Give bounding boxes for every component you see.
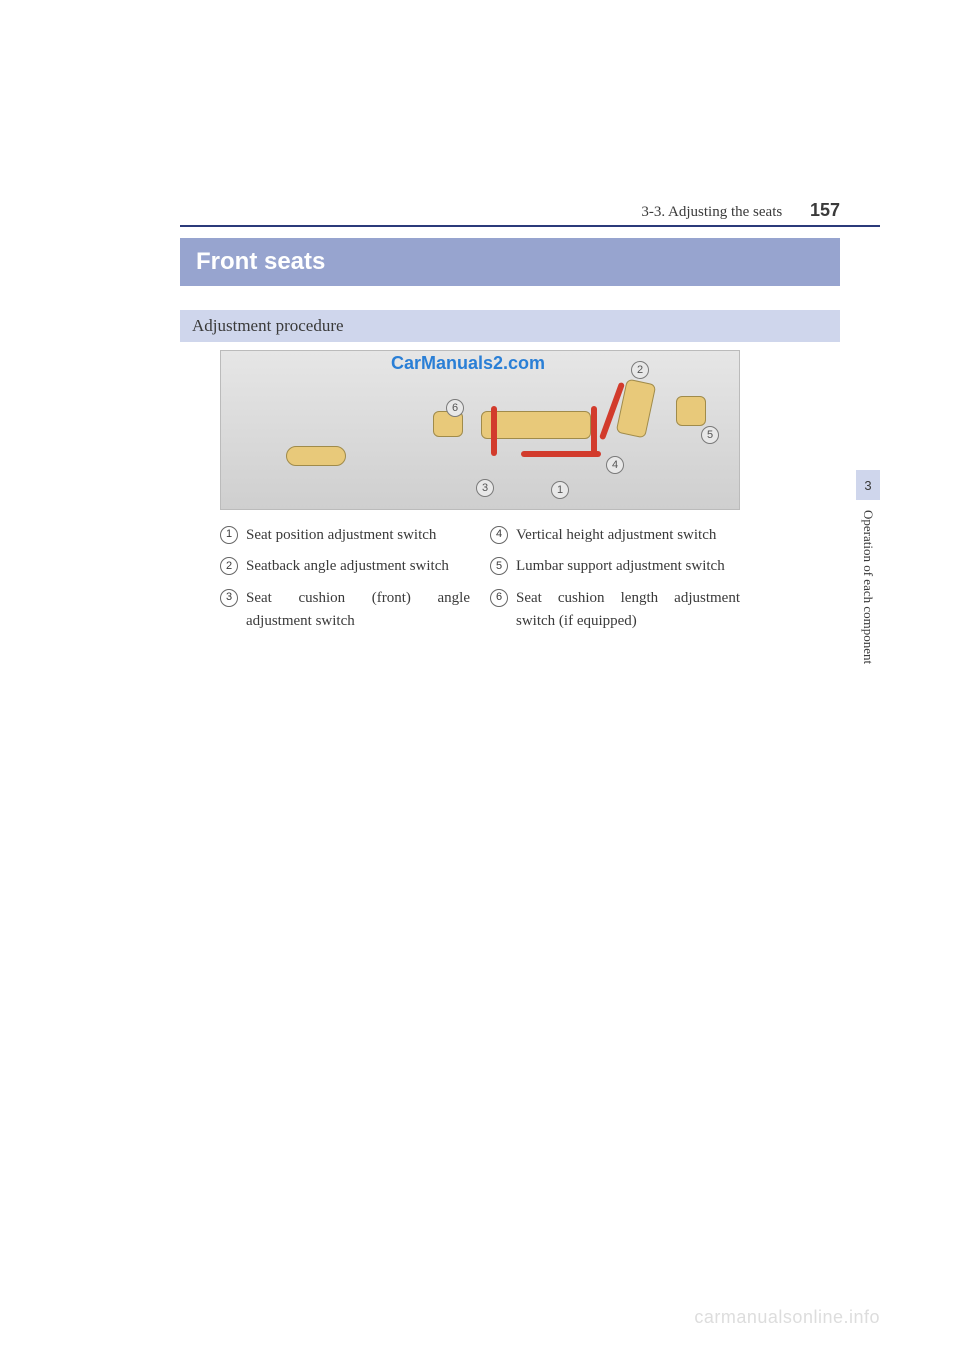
legend-right: 4 Vertical height adjustment switch 5 Lu… [490, 524, 740, 641]
watermark-text: CarManuals2.com [391, 353, 545, 374]
callout-4: 4 [606, 456, 624, 474]
legend-columns: 1 Seat position adjustment switch 2 Seat… [220, 524, 840, 641]
arrow-vertical-right [591, 406, 597, 456]
footer-watermark: carmanualsonline.info [694, 1307, 880, 1328]
chapter-side-label: Operation of each component [860, 510, 876, 664]
chapter-tab: 3 [856, 470, 880, 500]
page-title: Front seats [180, 238, 840, 286]
legend-item: 1 Seat position adjustment switch [220, 524, 470, 547]
switch-lumbar [676, 396, 706, 426]
legend-number: 3 [220, 589, 238, 607]
legend-text: Seatback angle adjustment switch [246, 555, 449, 578]
switch-panel-main [481, 411, 591, 439]
callout-3: 3 [476, 479, 494, 497]
legend-left: 1 Seat position adjustment switch 2 Seat… [220, 524, 470, 641]
legend-text: Lumbar support adjustment switch [516, 555, 725, 578]
seat-diagram: CarManuals2.com 1 2 3 4 5 6 [220, 350, 740, 510]
callout-6: 6 [446, 399, 464, 417]
legend-number: 5 [490, 557, 508, 575]
callout-2: 2 [631, 361, 649, 379]
arrow-vertical-left [491, 406, 497, 456]
legend-text: Seat position adjustment switch [246, 524, 436, 547]
legend-item: 2 Seatback angle adjustment switch [220, 555, 470, 578]
legend-number: 2 [220, 557, 238, 575]
page-content: Front seats Adjustment procedure CarManu… [180, 200, 840, 641]
legend-item: 3 Seat cushion (front) angle adjustment … [220, 587, 470, 634]
legend-number: 4 [490, 526, 508, 544]
subheading: Adjustment procedure [180, 310, 840, 342]
legend-item: 5 Lumbar support adjustment switch [490, 555, 740, 578]
legend-text: Vertical height adjustment switch [516, 524, 716, 547]
legend-number: 6 [490, 589, 508, 607]
callout-5: 5 [701, 426, 719, 444]
legend-item: 4 Vertical height adjustment switch [490, 524, 740, 547]
arrow-horizontal [521, 451, 601, 457]
legend-text: Seat cushion (front) angle adjustment sw… [246, 587, 470, 634]
legend-number: 1 [220, 526, 238, 544]
legend-item: 6 Seat cushion length adjustment switch … [490, 587, 740, 634]
switch-side-small [286, 446, 346, 466]
callout-1: 1 [551, 481, 569, 499]
legend-text: Seat cushion length adjustment switch (i… [516, 587, 740, 634]
